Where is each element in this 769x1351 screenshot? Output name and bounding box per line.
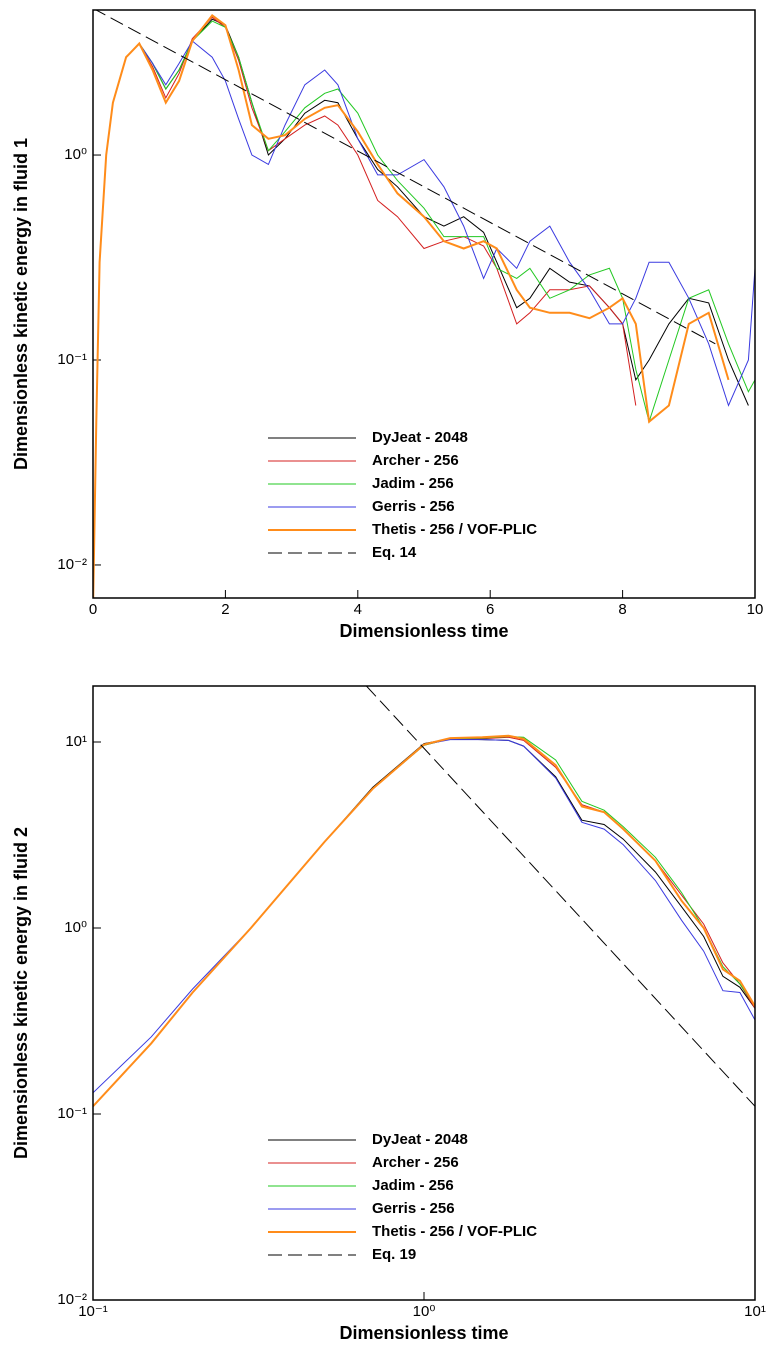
legend-label: DyJeat - 2048: [372, 1131, 468, 1148]
series-line: [93, 40, 755, 598]
legend-label: Archer - 256: [372, 1154, 459, 1171]
y-tick-label: 10⁰: [64, 919, 87, 936]
legend-label: Gerris - 256: [372, 1200, 455, 1217]
y-tick-label: 10⁻¹: [57, 351, 87, 368]
y-tick-label: 10⁻²: [57, 556, 87, 573]
y-tick-label: 10⁻²: [57, 1291, 87, 1308]
series-line: [93, 14, 730, 598]
x-tick-label: 4: [354, 601, 362, 618]
x-tick-label: 6: [486, 601, 494, 618]
plot-frame: [92, 685, 756, 1301]
plot-frame: [92, 9, 756, 599]
series-line: [93, 738, 755, 1107]
series-line: [93, 16, 637, 598]
x-tick-label: 2: [221, 601, 229, 618]
legend-label: Archer - 256: [372, 452, 459, 469]
series-line: [93, 734, 755, 1107]
y-axis-label: Dimensionless kinetic energy in fluid 2: [11, 827, 31, 1159]
x-tick-label: 10⁰: [413, 1303, 436, 1320]
series-line: [95, 10, 716, 345]
x-axis-label: Dimensionless time: [339, 621, 508, 641]
series-line: [366, 686, 755, 1107]
x-tick-label: 0: [89, 601, 97, 618]
series-line: [93, 736, 755, 1107]
x-tick-label: 10¹: [744, 1303, 766, 1320]
y-axis-label: Dimensionless kinetic energy in fluid 1: [11, 138, 31, 470]
x-tick-label: 8: [618, 601, 626, 618]
legend-label: Gerris - 256: [372, 498, 455, 515]
legend-label: Jadim - 256: [372, 475, 454, 492]
y-tick-label: 10¹: [65, 733, 87, 750]
x-axis-label: Dimensionless time: [339, 1323, 508, 1343]
legend-label: Eq. 14: [372, 544, 417, 561]
y-tick-label: 10⁻¹: [57, 1105, 87, 1122]
x-tick-label: 10: [747, 601, 764, 618]
series-line: [93, 735, 755, 1107]
series-line: [93, 739, 755, 1094]
legend-label: Thetis - 256 / VOF-PLIC: [372, 1223, 537, 1240]
legend-label: Jadim - 256: [372, 1177, 454, 1194]
x-tick-label: 10⁻¹: [78, 1303, 108, 1320]
legend-label: Thetis - 256 / VOF-PLIC: [372, 521, 537, 538]
legend-label: DyJeat - 2048: [372, 429, 468, 446]
y-tick-label: 10⁰: [64, 146, 87, 163]
legend-label: Eq. 19: [372, 1246, 416, 1263]
